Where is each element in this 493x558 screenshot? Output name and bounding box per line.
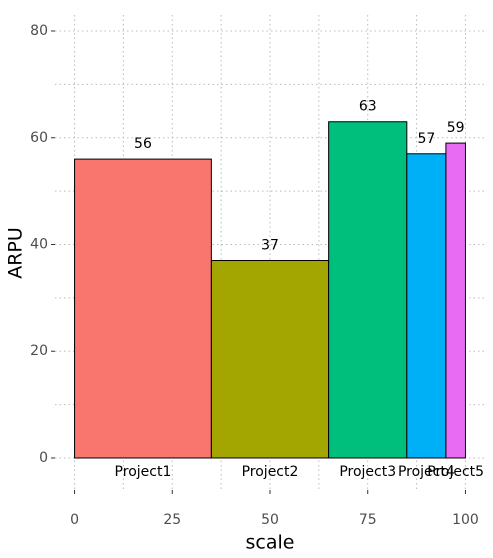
- x-axis-title: scale: [246, 532, 295, 554]
- value-label: 56: [134, 136, 152, 152]
- x-tick-label: 50: [261, 512, 279, 528]
- y-tick-label: 0: [39, 450, 48, 466]
- y-tick-label: 60: [30, 130, 48, 146]
- x-tick-label: 25: [163, 512, 181, 528]
- bar: [210, 260, 330, 459]
- y-tick-label: 40: [30, 236, 48, 252]
- category-label: Project3: [339, 464, 396, 480]
- category-label: Project5: [427, 464, 484, 480]
- bar: [406, 153, 447, 459]
- value-label: 63: [359, 99, 377, 115]
- x-tick-label: 100: [452, 512, 479, 528]
- value-label: 59: [447, 120, 465, 136]
- category-label: Project2: [242, 464, 299, 480]
- value-label: 37: [261, 238, 279, 254]
- x-tick-label: 75: [359, 512, 377, 528]
- bar: [74, 158, 212, 459]
- y-axis-title: ARPU: [5, 227, 27, 279]
- x-tick-label: 0: [70, 512, 79, 528]
- bar: [328, 121, 408, 459]
- y-tick-label: 20: [30, 343, 48, 359]
- value-label: 57: [417, 131, 435, 147]
- category-label: Project4: [398, 464, 455, 480]
- y-tick-label: 80: [30, 23, 48, 39]
- category-label: Project1: [115, 464, 172, 480]
- bar: [445, 142, 466, 459]
